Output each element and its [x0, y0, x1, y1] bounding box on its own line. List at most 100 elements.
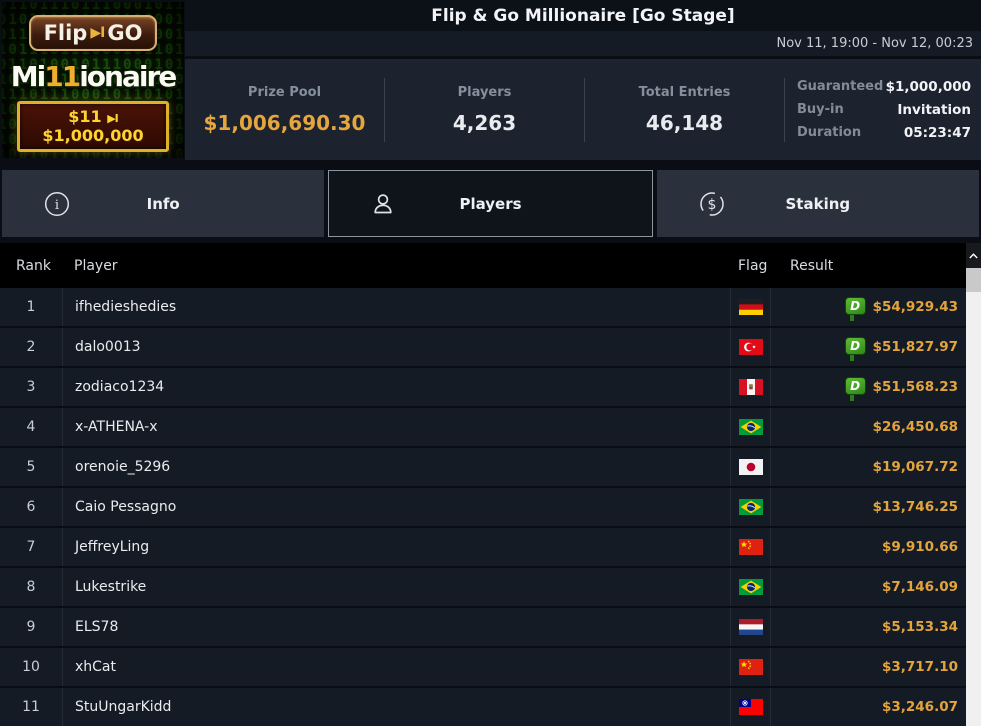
- player-name: xhCat: [75, 659, 117, 675]
- result-cell: $3,717.10: [770, 648, 966, 686]
- tab-bar: i Info Players $ Staking: [0, 170, 981, 237]
- player-name: zodiaco1234: [75, 379, 165, 395]
- dollar-icon: $: [697, 189, 727, 219]
- flag-cell: [730, 488, 770, 526]
- table-row[interactable]: 11 StuUngarKidd $3,246.07: [0, 688, 966, 726]
- prize-pool-value: $1,006,690.30: [203, 110, 366, 135]
- flag-cell: [730, 688, 770, 726]
- flag-cell: [730, 408, 770, 446]
- flag-japan-icon: [738, 459, 763, 475]
- rank-cell: 5: [26, 459, 36, 475]
- result-amount: $26,450.68: [872, 419, 958, 435]
- day2-badge-icon: D: [844, 296, 866, 321]
- stat-prize-pool: Prize Pool $1,006,690.30: [185, 85, 384, 135]
- player-cell: orenoie_5296: [62, 448, 730, 486]
- prize-amount: $1,000,000: [42, 126, 144, 145]
- rank-cell: 9: [26, 619, 36, 635]
- tournament-dates: Nov 11, 19:00 - Nov 12, 00:23: [776, 36, 973, 51]
- player-cell: zodiaco1234: [62, 368, 730, 406]
- day2-badge-icon: D: [844, 376, 866, 401]
- tab-staking[interactable]: $ Staking: [656, 170, 979, 237]
- rank-cell: 8: [26, 579, 36, 595]
- detail-label: Guaranteed: [797, 79, 884, 94]
- result-cell: D $54,929.43: [770, 288, 966, 326]
- svg-text:i: i: [55, 198, 59, 213]
- flag-cell: [730, 648, 770, 686]
- detail-label: Buy-in: [797, 102, 844, 117]
- table-row[interactable]: 9 ELS78 $5,153.34: [0, 608, 966, 648]
- players-table: Rank Player Flag Result 1 ifhedieshedies…: [0, 243, 966, 726]
- result-amount: $3,246.07: [881, 699, 958, 715]
- detail-duration: Duration 05:23:47: [797, 125, 971, 141]
- detail-guaranteed: Guaranteed $1,000,000: [797, 79, 971, 95]
- result-amount: $7,146.09: [881, 579, 958, 595]
- flag-cell: [730, 368, 770, 406]
- rank-cell: 4: [26, 419, 36, 435]
- table-row[interactable]: 8 Lukestrike $7,146.09: [0, 568, 966, 608]
- column-header-player: Player: [74, 257, 118, 274]
- total-entries-value: 46,148: [645, 110, 724, 135]
- table-row[interactable]: 6 Caio Pessagno $13,746.25: [0, 488, 966, 528]
- table-header: Rank Player Flag Result: [0, 243, 966, 288]
- flag-netherlands-icon: [738, 619, 763, 635]
- result-amount: $9,910.66: [881, 539, 958, 555]
- day2-badge-letter: D: [850, 378, 861, 393]
- table-row[interactable]: 7 JeffreyLing $9,910.66: [0, 528, 966, 568]
- flag-peru-icon: [738, 379, 763, 395]
- buyin-prize-box: $11 ▶I $1,000,000: [17, 101, 169, 152]
- result-cell: D $51,568.23: [770, 368, 966, 406]
- naire-part: ionaire: [79, 60, 177, 93]
- flip-go-logo: Flip ▶I GO: [29, 15, 157, 51]
- result-cell: $5,153.34: [770, 608, 966, 646]
- tab-players[interactable]: Players: [328, 170, 653, 237]
- player-name: ELS78: [75, 619, 119, 635]
- column-header-flag: Flag: [738, 257, 768, 274]
- info-icon: i: [42, 189, 72, 219]
- day2-badge-icon: D: [844, 336, 866, 361]
- millionaire-title: Mi11ionaire: [2, 60, 184, 93]
- duration-value: 05:23:47: [903, 124, 971, 141]
- table-row[interactable]: 10 xhCat $3,717.10: [0, 648, 966, 688]
- detail-buyin: Buy-in Invitation: [797, 102, 971, 118]
- table-body: 1 ifhedieshedies D $54,929.43 2 dalo0013…: [0, 288, 966, 726]
- result-cell: D $51,827.97: [770, 328, 966, 366]
- stat-label: Players: [457, 84, 512, 100]
- date-bar: Nov 11, 19:00 - Nov 12, 00:23: [185, 31, 981, 56]
- vertical-scrollbar[interactable]: [966, 243, 981, 726]
- flag-brazil-icon: [738, 579, 763, 595]
- player-cell: x-ATHENA-x: [62, 408, 730, 446]
- table-row[interactable]: 3 zodiaco1234 D $51,568.23: [0, 368, 966, 408]
- table-row[interactable]: 1 ifhedieshedies D $54,929.43: [0, 288, 966, 328]
- player-name: dalo0013: [75, 339, 141, 355]
- flag-taiwan-icon: [738, 699, 763, 715]
- rank-cell: 6: [26, 499, 36, 515]
- rank-cell: 3: [26, 379, 36, 395]
- player-name: x-ATHENA-x: [75, 419, 158, 435]
- tab-info[interactable]: i Info: [2, 170, 325, 237]
- page-title: Flip & Go Millionaire [Go Stage]: [431, 5, 735, 26]
- player-name: Caio Pessagno: [75, 499, 177, 515]
- player-cell: xhCat: [62, 648, 730, 686]
- stat-players: Players 4,263: [385, 85, 584, 135]
- player-name: orenoie_5296: [75, 459, 171, 475]
- stats-panel: Prize Pool $1,006,690.30 Players 4,263 T…: [185, 59, 981, 160]
- flag-germany-icon: [738, 299, 763, 315]
- table-row[interactable]: 5 orenoie_5296 $19,067.72: [0, 448, 966, 488]
- result-cell: $19,067.72: [770, 448, 966, 486]
- logo-flip-text: Flip: [43, 21, 88, 45]
- stat-total-entries: Total Entries 46,148: [585, 85, 784, 135]
- flag-cell: [730, 328, 770, 366]
- scrollbar-thumb[interactable]: [966, 268, 981, 292]
- result-amount: $51,568.23: [872, 379, 958, 395]
- scroll-up-button[interactable]: [966, 243, 981, 268]
- table-row[interactable]: 4 x-ATHENA-x $26,450.68: [0, 408, 966, 448]
- result-cell: $26,450.68: [770, 408, 966, 446]
- flag-china-icon: [738, 539, 763, 555]
- player-cell: ELS78: [62, 608, 730, 646]
- rank-cell: 10: [22, 659, 40, 675]
- player-cell: Caio Pessagno: [62, 488, 730, 526]
- result-amount: $19,067.72: [872, 459, 958, 475]
- player-name: Lukestrike: [75, 579, 147, 595]
- table-row[interactable]: 2 dalo0013 D $51,827.97: [0, 328, 966, 368]
